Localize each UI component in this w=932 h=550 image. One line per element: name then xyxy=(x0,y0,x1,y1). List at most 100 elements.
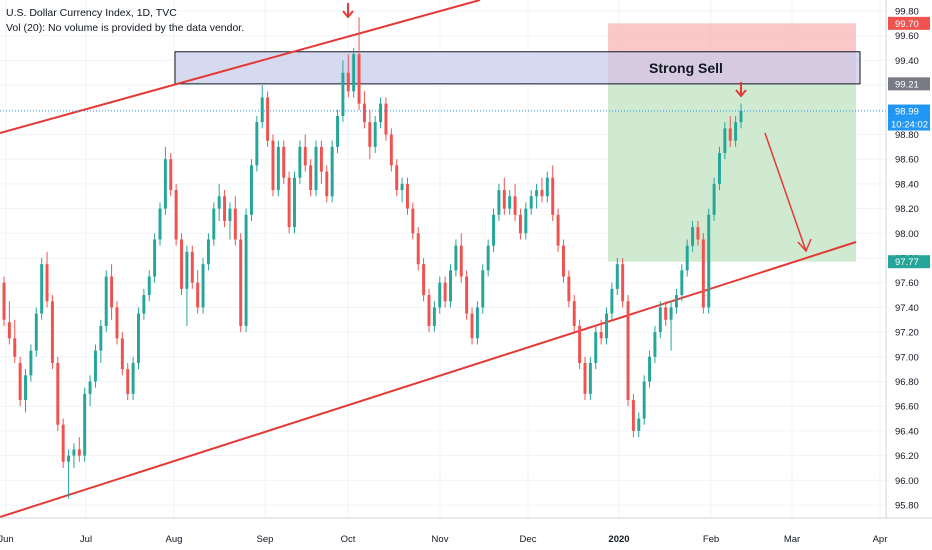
candle-body xyxy=(389,134,393,166)
candle-body xyxy=(239,239,243,326)
candle-body xyxy=(126,369,130,394)
price-tag-entry: 99.21 xyxy=(888,77,930,91)
candle xyxy=(298,140,302,184)
candle xyxy=(728,115,732,147)
candle-body xyxy=(217,196,221,209)
candle-body xyxy=(201,264,205,308)
candle-body xyxy=(658,307,662,333)
candle xyxy=(712,177,716,221)
candle-body xyxy=(373,122,377,147)
candle xyxy=(293,171,296,234)
candle-body xyxy=(99,325,103,351)
y-tick-label: 98.20 xyxy=(895,204,919,215)
arrow-head xyxy=(342,10,354,19)
candle xyxy=(99,319,103,363)
candle xyxy=(185,245,189,326)
candle xyxy=(400,177,404,203)
candle-body xyxy=(271,140,275,191)
candle-body xyxy=(712,183,716,215)
candle xyxy=(556,208,560,252)
candle xyxy=(540,177,544,203)
candle xyxy=(432,301,436,333)
x-tick-label: Jun xyxy=(0,534,14,545)
upper-trendline xyxy=(0,0,481,134)
down-arrow-icon xyxy=(735,82,747,98)
candle-body xyxy=(583,362,587,394)
candle xyxy=(77,437,81,462)
candle xyxy=(131,356,135,401)
candle-body xyxy=(67,455,71,462)
candle-body xyxy=(131,362,135,394)
candle-body xyxy=(459,245,463,277)
x-tick-label: 2020 xyxy=(608,534,629,545)
candle xyxy=(56,356,60,431)
candle xyxy=(362,91,366,129)
candle xyxy=(271,134,275,197)
candle-body xyxy=(416,233,420,265)
candle-body xyxy=(346,72,350,92)
candle xyxy=(93,344,97,388)
candle xyxy=(303,134,307,172)
candle-body xyxy=(153,239,157,277)
candle xyxy=(260,85,264,129)
candle xyxy=(648,350,652,388)
candle-body xyxy=(648,356,652,382)
candle xyxy=(110,264,114,320)
price-tags: 99.70 99.21 98.99 10:24:02 97.77 xyxy=(888,16,930,269)
candle-body xyxy=(314,146,318,191)
candle-body xyxy=(88,381,92,394)
y-tick-label: 96.40 xyxy=(895,426,919,437)
candle xyxy=(88,375,92,407)
candle-body xyxy=(24,375,27,401)
arrow-head xyxy=(735,89,747,98)
candle xyxy=(395,159,399,197)
candle-body xyxy=(163,159,167,209)
candle-body xyxy=(260,97,264,123)
candle-body xyxy=(540,190,544,197)
candle-body xyxy=(449,270,452,302)
candle xyxy=(481,264,485,314)
candle-body xyxy=(45,264,49,302)
candle xyxy=(680,264,684,302)
candle-body xyxy=(470,313,474,339)
price-tag-bg xyxy=(888,16,930,30)
candle-body xyxy=(212,208,216,240)
take-profit-zone xyxy=(608,83,856,262)
candle xyxy=(389,128,393,172)
candle xyxy=(158,202,162,246)
candle-body xyxy=(728,128,732,141)
y-tick-label: 96.60 xyxy=(895,402,919,413)
price-tag-bg xyxy=(888,255,930,269)
candle xyxy=(524,202,528,240)
candle-body xyxy=(432,307,436,326)
candle xyxy=(346,54,350,98)
candle xyxy=(615,258,619,296)
candle xyxy=(422,258,426,302)
candle-body xyxy=(83,393,87,456)
candle-body xyxy=(158,208,162,240)
candle xyxy=(45,251,49,308)
candle-body xyxy=(599,332,603,339)
candle xyxy=(174,183,178,246)
candle-body xyxy=(206,239,210,265)
candle-body xyxy=(605,313,608,339)
forecast-arrow-head xyxy=(797,238,812,253)
candle xyxy=(255,115,259,172)
lower-trendline xyxy=(0,241,857,518)
y-tick-label: 98.80 xyxy=(895,130,919,141)
candle-body xyxy=(233,208,237,240)
candle xyxy=(674,288,678,314)
candle-body xyxy=(621,264,625,302)
candle xyxy=(497,183,501,221)
candle-body xyxy=(572,301,576,326)
candle-body xyxy=(492,214,496,246)
candle-body xyxy=(115,307,119,339)
candle xyxy=(147,270,151,302)
candle xyxy=(325,165,329,203)
candle xyxy=(223,190,227,228)
candle xyxy=(115,301,119,345)
x-tick-label: Jul xyxy=(80,534,92,545)
candle-body xyxy=(631,400,635,431)
candle-body xyxy=(61,424,65,462)
